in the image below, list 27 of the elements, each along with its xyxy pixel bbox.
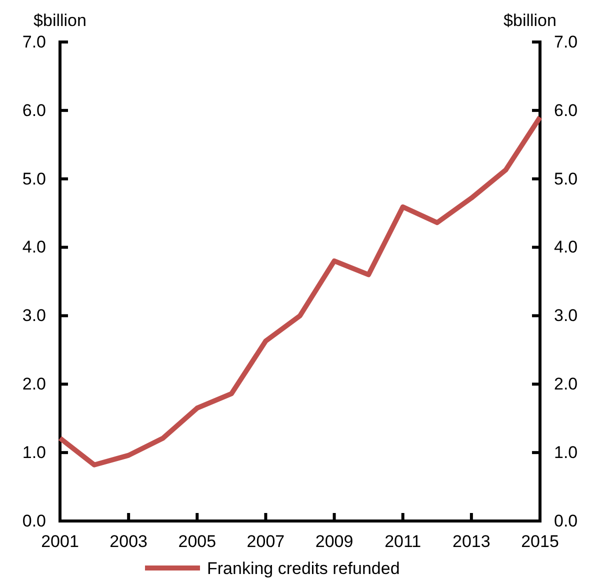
y-tick-label: 3.0 (22, 306, 46, 326)
x-tick-label: 2009 (315, 532, 354, 552)
y-tick-label: 1.0 (22, 443, 46, 462)
x-tick-label: 2015 (521, 532, 559, 552)
x-tick-label: 2003 (110, 532, 148, 552)
x-tick-label: 2007 (246, 532, 285, 552)
y-tick-label: 2.0 (22, 374, 46, 394)
x-tick-label: 2001 (41, 532, 79, 552)
y2-tick-label: 7.0 (554, 32, 578, 52)
y-tick-label: 7.0 (22, 32, 46, 52)
y-tick-label: 5.0 (22, 169, 46, 188)
y2-tick-label: 2.0 (554, 374, 578, 394)
y2-tick-label: 1.0 (554, 443, 578, 462)
y2-tick-label: 6.0 (554, 100, 578, 120)
y-axis-title: $billion (34, 11, 86, 30)
y-tick-label: 6.0 (22, 100, 46, 120)
x-tick-label: 2005 (178, 532, 216, 552)
x-tick-label: 2013 (452, 532, 490, 552)
legend-label: Franking credits refunded (207, 559, 400, 578)
y2-tick-label: 5.0 (554, 169, 578, 188)
y-tick-label: 0.0 (22, 511, 46, 530)
y2-tick-label: 3.0 (554, 306, 578, 326)
y2-axis-title: $billion (504, 11, 556, 30)
y2-tick-label: 0.0 (554, 511, 578, 530)
x-tick-label: 2011 (384, 532, 422, 552)
y2-tick-label: 4.0 (554, 238, 578, 257)
y-tick-label: 4.0 (22, 238, 46, 257)
